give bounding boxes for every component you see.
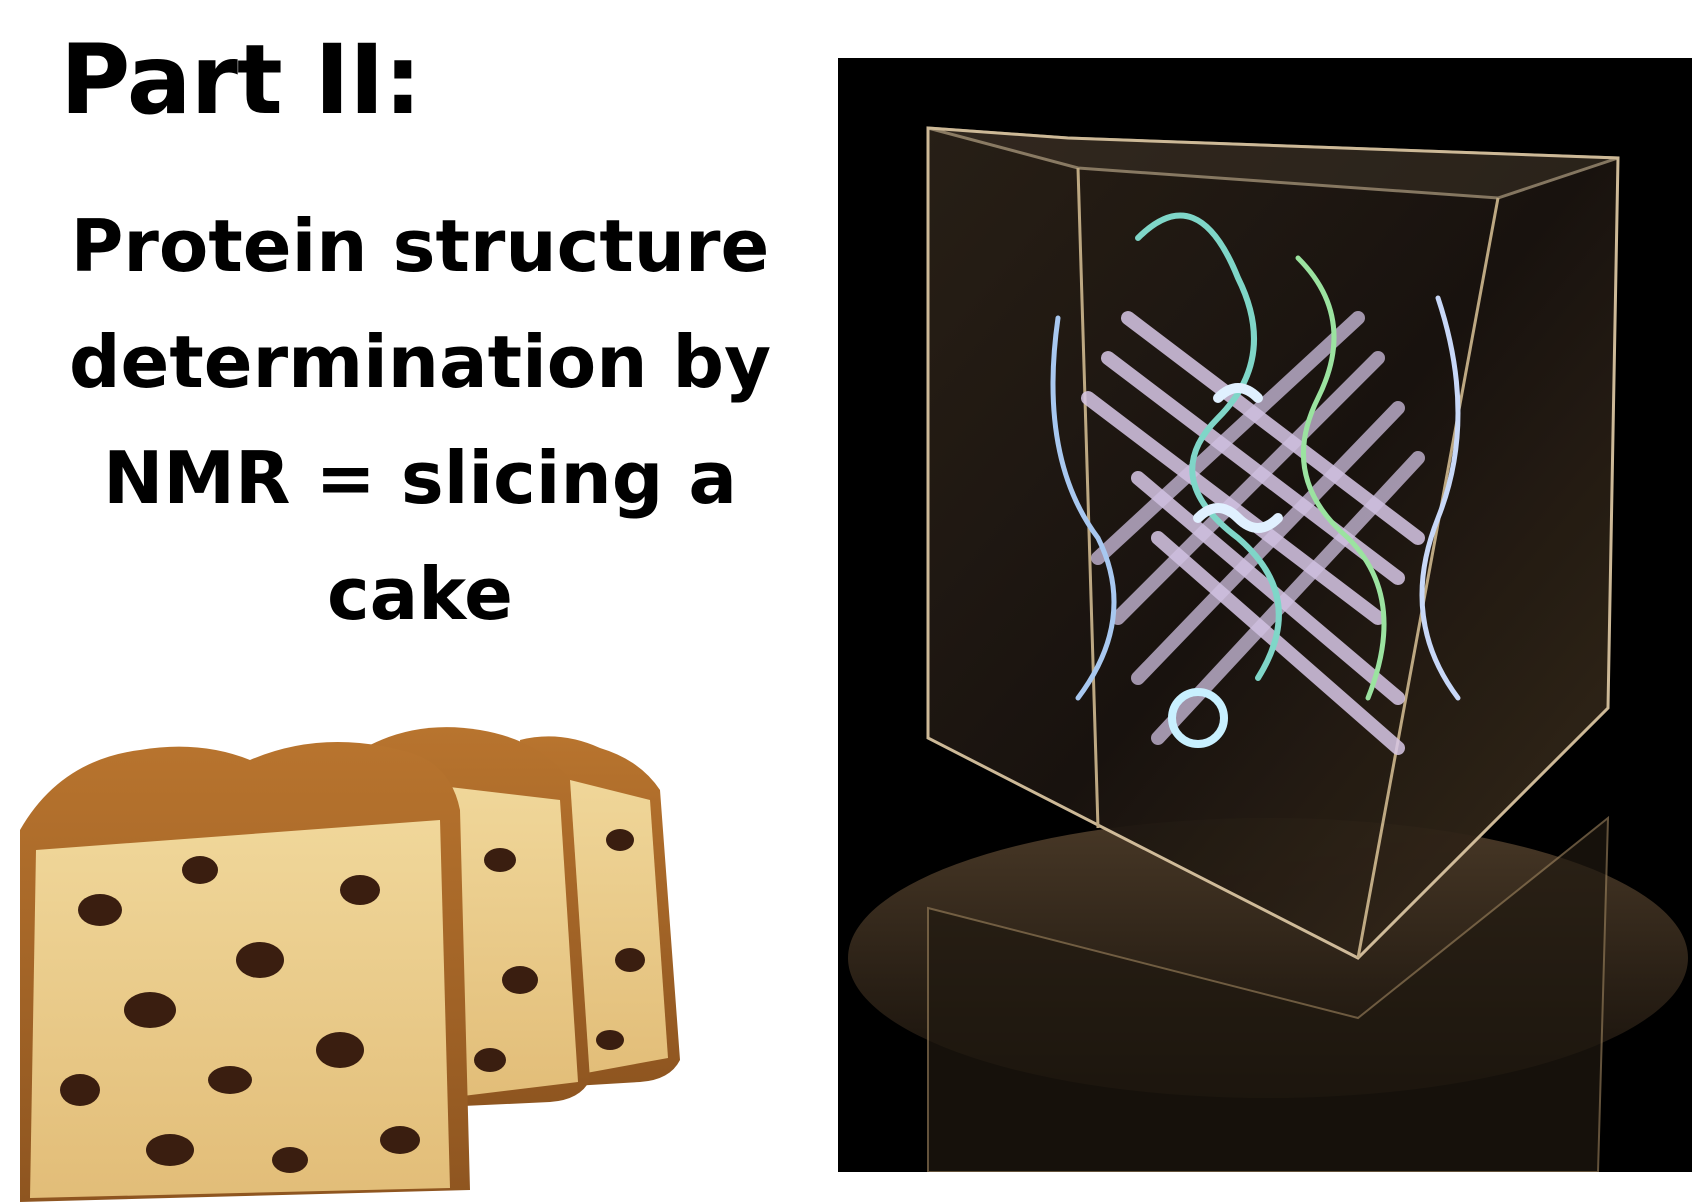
protein-crystal-image xyxy=(838,58,1692,1172)
part-title: Part II: xyxy=(60,24,422,136)
protein-ribbon xyxy=(1050,212,1461,755)
subtitle-line: NMR = slicing a xyxy=(103,436,737,520)
subtitle-line: cake xyxy=(326,552,514,636)
subtitle-line: determination by xyxy=(68,320,772,404)
slide-subtitle: Protein structure determination by NMR =… xyxy=(40,188,800,652)
cake-image xyxy=(0,720,700,1202)
subtitle-line: Protein structure xyxy=(70,204,770,288)
